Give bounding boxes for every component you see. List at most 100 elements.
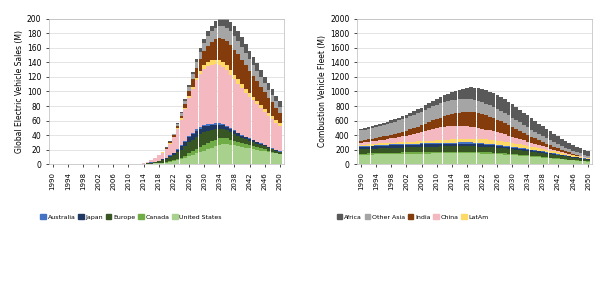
- Bar: [363, 154, 367, 155]
- Bar: [500, 122, 503, 133]
- Bar: [405, 131, 409, 136]
- Bar: [424, 152, 427, 154]
- Bar: [210, 125, 214, 130]
- Bar: [530, 118, 533, 130]
- Bar: [530, 150, 533, 152]
- Bar: [420, 126, 424, 132]
- Bar: [518, 150, 522, 155]
- Bar: [473, 139, 476, 143]
- Bar: [397, 142, 401, 144]
- Bar: [401, 154, 404, 164]
- Bar: [461, 153, 465, 164]
- Bar: [492, 145, 495, 147]
- Bar: [202, 151, 206, 164]
- Bar: [271, 149, 274, 151]
- Bar: [541, 157, 544, 158]
- Bar: [210, 141, 214, 147]
- Bar: [431, 147, 435, 152]
- Bar: [450, 152, 453, 153]
- Bar: [202, 126, 206, 132]
- Bar: [382, 137, 385, 140]
- Bar: [431, 143, 435, 144]
- Bar: [537, 140, 541, 145]
- Bar: [541, 142, 544, 146]
- Bar: [161, 163, 164, 164]
- Bar: [271, 151, 274, 153]
- Bar: [187, 143, 191, 154]
- Bar: [217, 19, 221, 26]
- Bar: [375, 125, 378, 127]
- Bar: [256, 71, 259, 81]
- Bar: [232, 50, 236, 75]
- Bar: [240, 147, 244, 164]
- Y-axis label: Combustion Vehicle Fleet (M): Combustion Vehicle Fleet (M): [319, 35, 327, 147]
- Bar: [560, 153, 563, 155]
- Bar: [405, 136, 409, 142]
- Bar: [195, 77, 198, 80]
- Bar: [454, 139, 458, 143]
- Bar: [214, 125, 217, 129]
- Bar: [465, 112, 469, 126]
- Bar: [544, 129, 548, 139]
- Bar: [195, 131, 198, 137]
- Bar: [586, 160, 590, 161]
- Bar: [390, 135, 393, 138]
- Bar: [412, 134, 416, 142]
- Bar: [583, 161, 586, 162]
- Bar: [458, 99, 461, 113]
- Bar: [544, 154, 548, 157]
- Bar: [222, 125, 225, 129]
- Bar: [382, 125, 385, 137]
- Bar: [248, 148, 251, 164]
- Bar: [385, 154, 389, 164]
- Bar: [541, 151, 544, 152]
- Bar: [370, 128, 374, 139]
- Bar: [363, 142, 367, 145]
- Bar: [161, 160, 164, 162]
- Bar: [266, 151, 270, 152]
- Bar: [579, 154, 583, 156]
- Bar: [214, 60, 217, 64]
- Bar: [465, 98, 469, 112]
- Bar: [556, 155, 560, 156]
- Bar: [401, 144, 404, 145]
- Bar: [256, 104, 259, 142]
- Bar: [473, 112, 476, 127]
- Bar: [507, 149, 510, 154]
- Bar: [530, 149, 533, 150]
- Bar: [225, 130, 229, 139]
- Bar: [534, 152, 537, 156]
- Bar: [198, 134, 202, 147]
- Bar: [359, 143, 363, 145]
- Bar: [510, 143, 514, 147]
- Bar: [176, 124, 180, 126]
- Bar: [492, 140, 495, 144]
- Bar: [401, 137, 404, 142]
- Bar: [252, 65, 255, 75]
- Bar: [492, 154, 495, 164]
- Bar: [476, 147, 480, 152]
- Bar: [454, 146, 458, 152]
- Bar: [244, 44, 248, 53]
- Bar: [500, 111, 503, 122]
- Bar: [271, 95, 274, 103]
- Bar: [427, 154, 431, 164]
- Bar: [278, 154, 282, 164]
- Bar: [556, 151, 560, 152]
- Bar: [266, 148, 270, 151]
- Bar: [248, 138, 251, 139]
- Bar: [252, 97, 255, 101]
- Bar: [232, 79, 236, 130]
- Bar: [450, 126, 453, 139]
- Bar: [443, 116, 446, 127]
- Bar: [157, 161, 160, 163]
- Bar: [541, 146, 544, 149]
- Bar: [390, 123, 393, 135]
- Bar: [454, 100, 458, 113]
- Bar: [206, 36, 210, 46]
- Bar: [461, 88, 465, 98]
- Bar: [278, 152, 282, 154]
- Bar: [534, 144, 537, 147]
- Bar: [240, 84, 244, 88]
- Bar: [518, 131, 522, 139]
